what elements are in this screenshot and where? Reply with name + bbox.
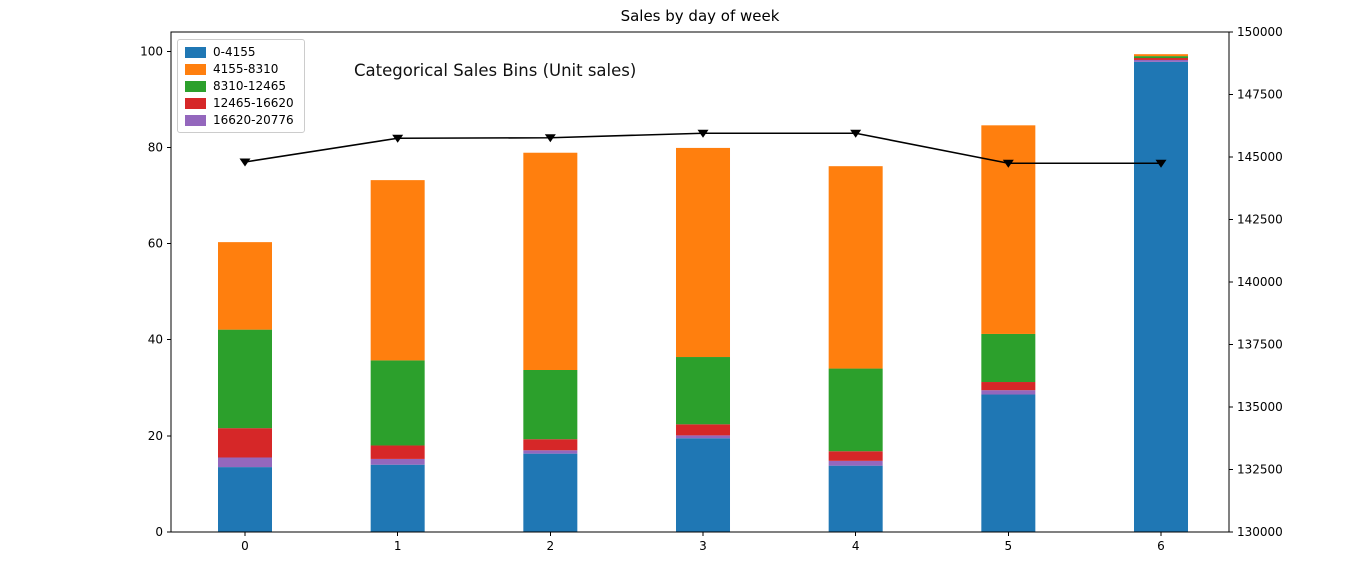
bar-segment — [218, 242, 272, 330]
line-marker-triangle-down-icon — [1155, 159, 1167, 168]
legend-item: 16620-20776 — [185, 114, 294, 126]
line-marker-triangle-down-icon — [239, 158, 251, 167]
y-right-tick-label: 130000 — [1237, 525, 1283, 539]
y-left-tick-label: 80 — [148, 140, 163, 154]
legend-swatch-icon — [185, 114, 206, 126]
y-right-tick-label: 132500 — [1237, 463, 1283, 477]
y-right-tick-label: 145000 — [1237, 150, 1283, 164]
bar-segment — [370, 180, 425, 361]
bar-segment — [676, 435, 731, 439]
bar-segment — [523, 453, 578, 532]
y-left-tick-label: 40 — [148, 333, 163, 347]
legend-item: 4155-8310 — [185, 63, 294, 75]
y-left-tick-label: 60 — [148, 237, 163, 251]
bar-segment — [1134, 59, 1189, 62]
bar-segment — [1134, 58, 1189, 60]
chart-annotation: Categorical Sales Bins (Unit sales) — [354, 61, 637, 80]
bar-segment — [218, 428, 272, 458]
legend-label: 0-4155 — [213, 45, 256, 59]
y-right-tick-label: 147500 — [1237, 88, 1283, 102]
bar-segment — [828, 460, 883, 466]
legend-label: 8310-12465 — [213, 79, 287, 93]
y-right-tick-label: 142500 — [1237, 213, 1283, 227]
bar-segment — [828, 368, 883, 452]
legend-label: 16620-20776 — [213, 113, 294, 127]
x-tick-label: 5 — [1005, 539, 1013, 553]
bar-segment — [523, 370, 578, 440]
legend-label: 4155-8310 — [213, 62, 279, 76]
x-tick-label: 4 — [852, 539, 860, 553]
y-right-tick-label: 150000 — [1237, 25, 1283, 39]
bar-segment — [828, 465, 883, 532]
x-tick-label: 6 — [1157, 539, 1165, 553]
x-tick-label: 3 — [699, 539, 707, 553]
bar-segment — [523, 439, 578, 451]
bar-segment — [370, 458, 425, 465]
chart-title: Sales by day of week — [620, 7, 780, 25]
legend-swatch-icon — [185, 97, 206, 109]
x-tick-label: 1 — [394, 539, 402, 553]
bar-segment — [1134, 54, 1189, 57]
y-right-tick-label: 140000 — [1237, 275, 1283, 289]
legend-item: 0-4155 — [185, 46, 294, 58]
bar-segment — [676, 424, 731, 436]
x-tick-label: 0 — [241, 539, 249, 553]
bar-segment — [370, 464, 425, 532]
bar-segment — [828, 166, 883, 369]
x-tick-label: 2 — [547, 539, 555, 553]
bar-segment — [218, 457, 272, 468]
bar-segment — [218, 467, 272, 532]
bar-segment — [676, 147, 731, 358]
bar-segment — [523, 152, 578, 371]
line-marker-triangle-down-icon — [544, 134, 556, 143]
bar-segment — [981, 394, 1036, 532]
legend-item: 12465-16620 — [185, 97, 294, 109]
legend-swatch-icon — [185, 46, 206, 58]
legend-swatch-icon — [185, 63, 206, 75]
y-left-tick-label: 100 — [140, 44, 163, 58]
legend-label: 12465-16620 — [213, 96, 294, 110]
legend-item: 8310-12465 — [185, 80, 294, 92]
bar-segment — [523, 450, 578, 454]
bar-segment — [981, 382, 1036, 391]
bar-segment — [828, 451, 883, 461]
bar-segment — [1134, 61, 1189, 533]
line-marker-triangle-down-icon — [392, 134, 404, 143]
legend: 0-4155 4155-8310 8310-12465 12465-16620 1662… — [177, 39, 305, 133]
y-right-tick-label: 137500 — [1237, 338, 1283, 352]
bar-segment — [981, 125, 1036, 334]
bar-segment — [981, 390, 1036, 395]
line-marker-triangle-down-icon — [1002, 159, 1014, 168]
bar-segment — [1134, 56, 1189, 59]
line-marker-triangle-down-icon — [697, 129, 709, 138]
bar-segment — [676, 438, 731, 532]
y-left-tick-label: 0 — [155, 525, 163, 539]
line-marker-triangle-down-icon — [850, 129, 862, 138]
y-right-tick-label: 135000 — [1237, 400, 1283, 414]
bar-segment — [981, 333, 1036, 383]
bar-segment — [218, 329, 272, 429]
bar-segment — [370, 445, 425, 459]
bar-segment — [370, 360, 425, 446]
y-left-tick-label: 20 — [148, 429, 163, 443]
legend-swatch-icon — [185, 80, 206, 92]
bar-segment — [676, 357, 731, 425]
